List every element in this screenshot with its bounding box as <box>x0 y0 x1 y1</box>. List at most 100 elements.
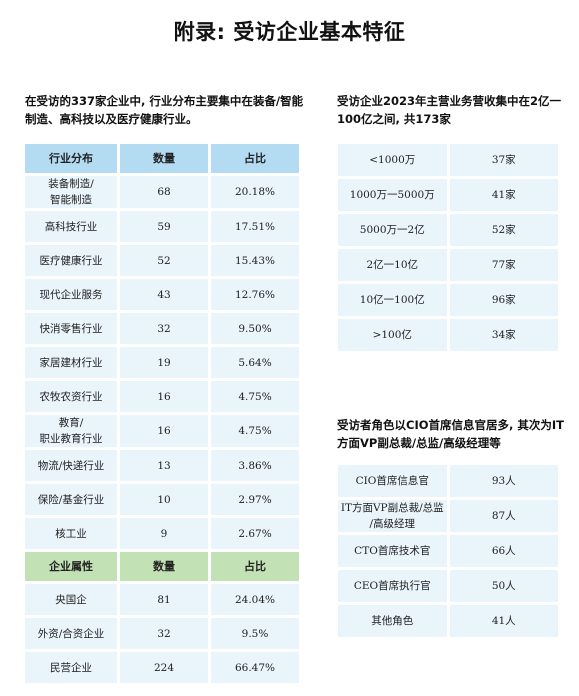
ownership-header-row: 企业属性 数量 占比 <box>25 552 299 581</box>
industry-row-pct: 2.97% <box>211 484 299 515</box>
role-row: CIO首席信息官 93人 <box>338 465 558 497</box>
industry-row: 物流/快递行业 13 3.86% <box>25 450 299 481</box>
industry-row-count: 43 <box>120 279 208 310</box>
revenue-row: >100亿 34家 <box>338 319 558 351</box>
revenue-row-range: 5000万一2亿 <box>338 214 447 246</box>
revenue-table: <1000万 37家 1000万一5000万 41家 5000万一2亿 52家 2亿一10亿… <box>335 141 561 354</box>
ownership-header-row-cell: 企业属性 <box>25 552 118 581</box>
industry-row-pct: 17.51% <box>211 211 299 242</box>
industry-row-pct: 12.76% <box>211 279 299 310</box>
role-row-role: CTO首席技术官 <box>338 535 447 567</box>
industry-row: 装备制造/智能制造 68 20.18% <box>25 176 299 208</box>
industry-row-pct: 2.67% <box>211 518 299 549</box>
industry-row-count: 10 <box>120 484 208 515</box>
industry-header-row-cell: 数量 <box>120 144 208 173</box>
industry-row-name: 医疗健康行业 <box>25 245 118 276</box>
industry-row-name: 农牧农资行业 <box>25 381 118 412</box>
industry-row-name: 现代企业服务 <box>25 279 118 310</box>
role-row: CEO首席执行官 50人 <box>338 570 558 602</box>
role-row: 其他角色 41人 <box>338 605 558 637</box>
role-row-role: CEO首席执行官 <box>338 570 447 602</box>
ownership-row-name: 外资/合资企业 <box>25 618 118 649</box>
industry-table: 行业分布 数量 占比 装备制造/智能制造 68 20.18% 高科技行业 59 17.51% 医疗… <box>22 141 302 686</box>
revenue-row-count: 52家 <box>449 214 558 246</box>
industry-row-pct: 15.43% <box>211 245 299 276</box>
role-row-count: 87人 <box>449 500 558 532</box>
industry-row: 家居建材行业 19 5.64% <box>25 347 299 378</box>
industry-row-count: 16 <box>120 415 208 447</box>
revenue-row: <1000万 37家 <box>338 144 558 176</box>
revenue-row-count: 77家 <box>449 249 558 281</box>
revenue-row-range: 10亿一100亿 <box>338 284 447 316</box>
role-row-count: 66人 <box>449 535 558 567</box>
revenue-row-count: 34家 <box>449 319 558 351</box>
revenue-row-range: >100亿 <box>338 319 447 351</box>
industry-header-row-cell: 行业分布 <box>25 144 118 173</box>
industry-row-pct: 3.86% <box>211 450 299 481</box>
ownership-row-name: 央国企 <box>25 584 118 615</box>
revenue-row: 2亿一10亿 77家 <box>338 249 558 281</box>
ownership-row-count: 224 <box>120 652 208 683</box>
industry-row: 教育/职业教育行业 16 4.75% <box>25 415 299 447</box>
industry-row: 农牧农资行业 16 4.75% <box>25 381 299 412</box>
revenue-row-range: <1000万 <box>338 144 447 176</box>
ownership-row-name: 民营企业 <box>25 652 118 683</box>
role-row-role: CIO首席信息官 <box>338 465 447 497</box>
revenue-row-range: 2亿一10亿 <box>338 249 447 281</box>
ownership-row-pct: 24.04% <box>211 584 299 615</box>
intro-industry: 在受访的337家企业中, 行业分布主要集中在装备/智能制造、高科技以及医疗健康行… <box>25 94 304 126</box>
revenue-row-count: 96家 <box>449 284 558 316</box>
ownership-row: 民营企业 224 66.47% <box>25 652 299 683</box>
industry-row-count: 52 <box>120 245 208 276</box>
industry-row-pct: 9.50% <box>211 313 299 344</box>
industry-row: 现代企业服务 43 12.76% <box>25 279 299 310</box>
industry-row-count: 59 <box>120 211 208 242</box>
ownership-header-row-cell: 占比 <box>211 552 299 581</box>
industry-row-name: 高科技行业 <box>25 211 118 242</box>
industry-row: 核工业 9 2.67% <box>25 518 299 549</box>
role-row-count: 93人 <box>449 465 558 497</box>
revenue-row: 1000万一5000万 41家 <box>338 179 558 211</box>
industry-row: 医疗健康行业 52 15.43% <box>25 245 299 276</box>
revenue-row-range: 1000万一5000万 <box>338 179 447 211</box>
industry-row: 高科技行业 59 17.51% <box>25 211 299 242</box>
industry-row-pct: 4.75% <box>211 381 299 412</box>
intro-role: 受访者角色以CIO首席信息官居多, 其次为IT方面VP副总裁/总监/高级经理等 <box>337 418 564 450</box>
industry-row-count: 13 <box>120 450 208 481</box>
industry-row: 快消零售行业 32 9.50% <box>25 313 299 344</box>
revenue-row-count: 41家 <box>449 179 558 211</box>
industry-row-count: 16 <box>120 381 208 412</box>
industry-row-name: 核工业 <box>25 518 118 549</box>
role-row-count: 50人 <box>449 570 558 602</box>
revenue-row-count: 37家 <box>449 144 558 176</box>
role-row-role: 其他角色 <box>338 605 447 637</box>
industry-row-pct: 4.75% <box>211 415 299 447</box>
ownership-row-count: 81 <box>120 584 208 615</box>
industry-row-name: 家居建材行业 <box>25 347 118 378</box>
industry-row-name: 教育/职业教育行业 <box>25 415 118 447</box>
industry-row-pct: 20.18% <box>211 176 299 208</box>
ownership-row: 央国企 81 24.04% <box>25 584 299 615</box>
industry-row-name: 保险/基金行业 <box>25 484 118 515</box>
industry-row: 保险/基金行业 10 2.97% <box>25 484 299 515</box>
ownership-header-row-cell: 数量 <box>120 552 208 581</box>
industry-row-count: 19 <box>120 347 208 378</box>
role-row: CTO首席技术官 66人 <box>338 535 558 567</box>
page-title: 附录: 受访企业基本特征 <box>173 20 406 44</box>
industry-row-count: 9 <box>120 518 208 549</box>
role-table: CIO首席信息官 93人 IT方面VP副总裁/总监/高级经理 87人 CTO首席技术官 6… <box>335 462 561 640</box>
industry-row-name: 装备制造/智能制造 <box>25 176 118 208</box>
role-row-count: 41人 <box>449 605 558 637</box>
industry-row-count: 32 <box>120 313 208 344</box>
industry-row-pct: 5.64% <box>211 347 299 378</box>
industry-header-row: 行业分布 数量 占比 <box>25 144 299 173</box>
ownership-row-count: 32 <box>120 618 208 649</box>
industry-row-name: 物流/快递行业 <box>25 450 118 481</box>
role-row-role: IT方面VP副总裁/总监/高级经理 <box>338 500 447 532</box>
role-row: IT方面VP副总裁/总监/高级经理 87人 <box>338 500 558 532</box>
industry-row-count: 68 <box>120 176 208 208</box>
ownership-row-pct: 9.5% <box>211 618 299 649</box>
revenue-row: 5000万一2亿 52家 <box>338 214 558 246</box>
intro-revenue: 受访企业2023年主营业务营收集中在2亿一100亿之间, 共173家 <box>337 94 562 126</box>
revenue-row: 10亿一100亿 96家 <box>338 284 558 316</box>
